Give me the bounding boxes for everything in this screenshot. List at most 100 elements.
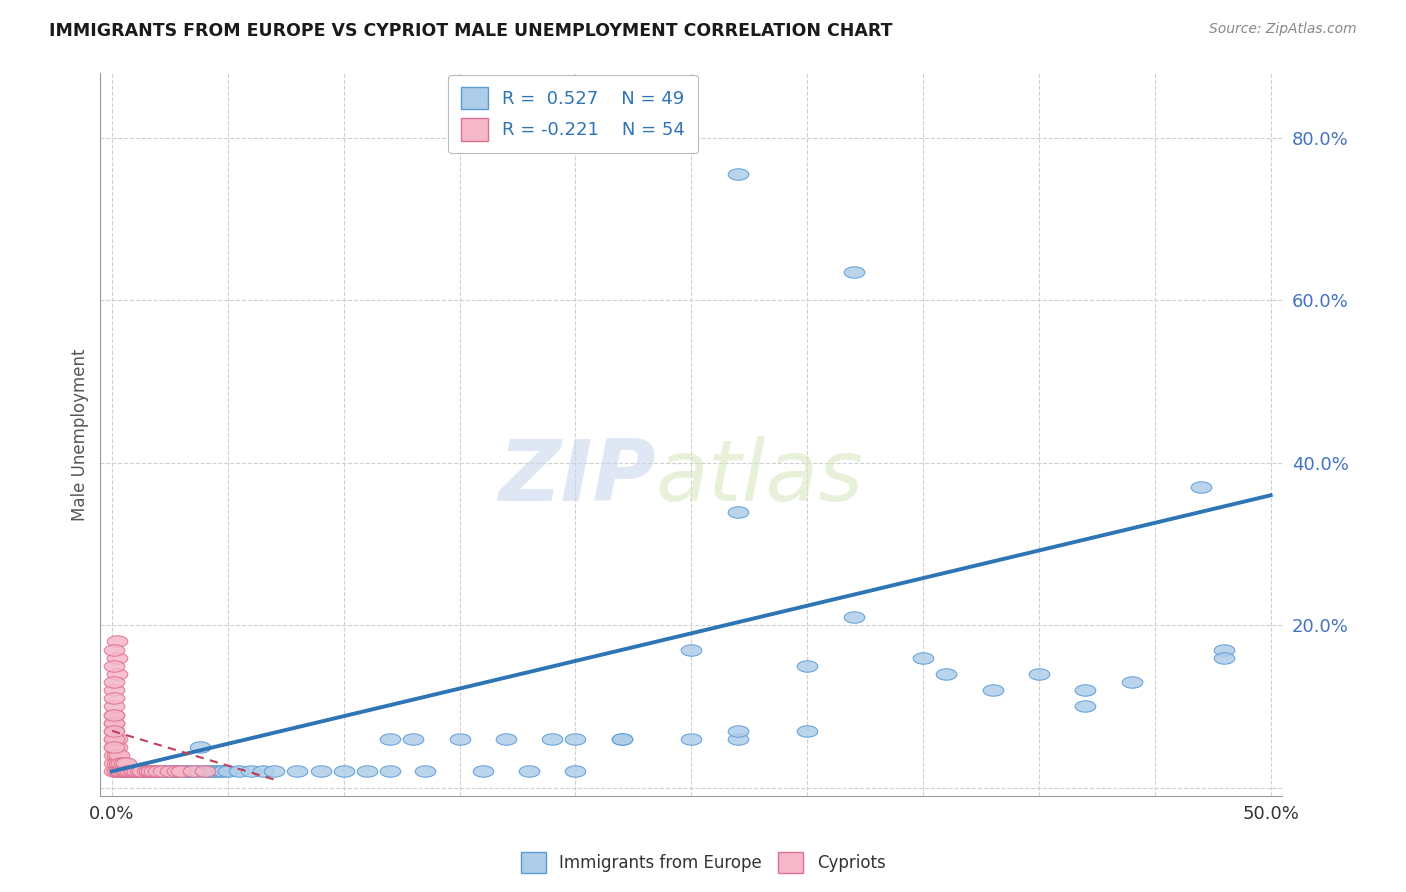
Point (110, 764, 132, 779)
Point (1189, 480, 1212, 494)
Point (727, 731, 749, 746)
Point (174, 764, 197, 779)
Point (727, 168, 749, 182)
Point (110, 764, 132, 779)
Point (134, 764, 156, 779)
Point (110, 756, 132, 771)
Point (103, 699, 125, 714)
Point (200, 764, 222, 779)
Point (145, 764, 167, 779)
Point (796, 723, 818, 738)
Point (120, 764, 142, 779)
Point (228, 764, 250, 779)
Point (181, 764, 204, 779)
Point (103, 707, 125, 722)
Point (141, 764, 163, 779)
Point (378, 731, 401, 746)
Point (142, 764, 165, 779)
Point (148, 764, 170, 779)
Point (138, 764, 160, 779)
Point (128, 764, 150, 779)
Point (152, 764, 174, 779)
Point (121, 764, 143, 779)
Point (263, 764, 285, 779)
Point (105, 748, 128, 763)
Point (181, 764, 204, 779)
Point (163, 764, 186, 779)
Point (105, 739, 128, 754)
Point (159, 764, 181, 779)
Text: atlas: atlas (655, 436, 863, 519)
Point (541, 731, 564, 746)
Point (128, 764, 150, 779)
Point (1213, 650, 1236, 665)
Point (141, 764, 163, 779)
Point (681, 642, 703, 657)
Point (142, 764, 165, 779)
Point (796, 658, 818, 673)
Point (413, 764, 436, 779)
Point (564, 764, 586, 779)
Point (1213, 642, 1236, 657)
Point (105, 731, 128, 746)
Point (115, 756, 138, 771)
Point (517, 764, 540, 779)
Point (103, 731, 125, 746)
Point (117, 764, 139, 779)
Point (194, 764, 217, 779)
Point (198, 764, 221, 779)
Point (212, 764, 235, 779)
Point (103, 658, 125, 673)
Point (105, 667, 128, 681)
Point (103, 723, 125, 738)
Point (217, 764, 239, 779)
Point (188, 739, 211, 754)
Point (564, 731, 586, 746)
Legend: Immigrants from Europe, Cypriots: Immigrants from Europe, Cypriots (515, 846, 891, 880)
Point (103, 715, 125, 730)
Point (103, 691, 125, 706)
Point (135, 764, 157, 779)
Point (105, 650, 128, 665)
Y-axis label: Male Unemployment: Male Unemployment (72, 348, 89, 521)
Point (170, 764, 193, 779)
Point (981, 683, 1004, 698)
Point (252, 764, 274, 779)
Point (103, 683, 125, 698)
Point (108, 764, 131, 779)
Point (471, 764, 494, 779)
Point (103, 707, 125, 722)
Point (112, 756, 135, 771)
Point (115, 764, 138, 779)
Point (105, 756, 128, 771)
Point (131, 764, 153, 779)
Point (727, 504, 749, 518)
Point (1074, 683, 1097, 698)
Point (120, 764, 142, 779)
Point (124, 764, 146, 779)
Point (103, 675, 125, 690)
Point (152, 764, 174, 779)
Point (159, 764, 181, 779)
Point (103, 756, 125, 771)
Point (135, 764, 157, 779)
Point (402, 731, 425, 746)
Point (103, 739, 125, 754)
Text: Source: ZipAtlas.com: Source: ZipAtlas.com (1209, 22, 1357, 37)
Point (449, 731, 471, 746)
Point (117, 764, 139, 779)
Point (205, 764, 228, 779)
Point (112, 764, 135, 779)
Point (103, 642, 125, 657)
Point (378, 764, 401, 779)
Point (108, 756, 131, 771)
Point (842, 265, 865, 279)
Point (105, 634, 128, 648)
Point (727, 723, 749, 738)
Point (209, 764, 232, 779)
Point (610, 731, 633, 746)
Point (610, 731, 633, 746)
Point (166, 764, 188, 779)
Point (108, 764, 131, 779)
Point (103, 764, 125, 779)
